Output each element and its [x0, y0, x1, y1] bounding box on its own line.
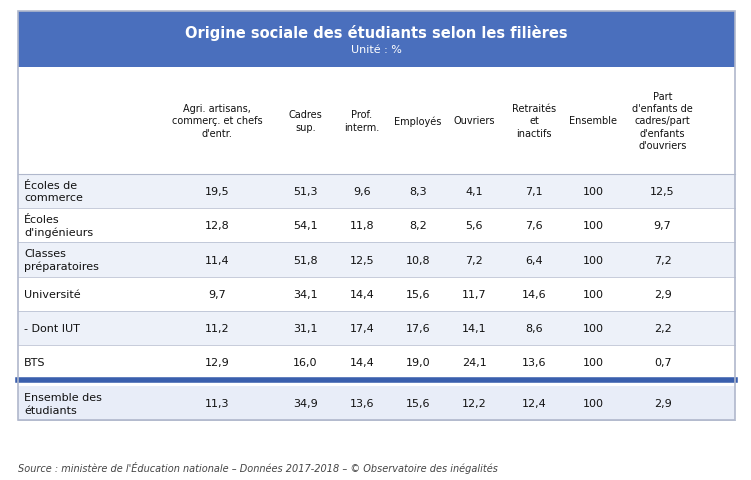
Text: Unité : %: Unité : %	[351, 45, 402, 55]
Text: Écoles de
commerce: Écoles de commerce	[24, 180, 83, 203]
Text: 100: 100	[583, 221, 604, 231]
Text: 12,4: 12,4	[522, 398, 547, 408]
Text: Origine sociale des étudiants selon les filières: Origine sociale des étudiants selon les …	[185, 25, 568, 41]
Text: 17,4: 17,4	[349, 323, 374, 333]
Text: 100: 100	[583, 323, 604, 333]
Text: 16,0: 16,0	[294, 358, 318, 367]
Text: 6,4: 6,4	[526, 255, 543, 265]
Text: 100: 100	[583, 398, 604, 408]
Text: 19,0: 19,0	[406, 358, 430, 367]
Text: 8,2: 8,2	[409, 221, 427, 231]
Text: 7,6: 7,6	[526, 221, 543, 231]
Text: Classes
préparatoires: Classes préparatoires	[24, 249, 99, 272]
Text: 7,2: 7,2	[466, 255, 483, 265]
Text: 14,4: 14,4	[349, 358, 374, 367]
FancyBboxPatch shape	[18, 277, 735, 311]
Text: 10,8: 10,8	[406, 255, 430, 265]
Text: 12,8: 12,8	[204, 221, 229, 231]
FancyBboxPatch shape	[18, 12, 735, 68]
Text: Source : ministère de l'Éducation nationale – Données 2017-2018 – © Observatoire: Source : ministère de l'Éducation nation…	[18, 461, 498, 473]
Text: 8,3: 8,3	[409, 187, 427, 197]
Text: Employés: Employés	[394, 116, 442, 127]
Text: 0,7: 0,7	[654, 358, 671, 367]
FancyBboxPatch shape	[18, 175, 735, 209]
Text: 15,6: 15,6	[406, 289, 430, 299]
Text: 9,6: 9,6	[353, 187, 370, 197]
Text: 9,7: 9,7	[208, 289, 226, 299]
Text: 11,2: 11,2	[205, 323, 229, 333]
Text: 31,1: 31,1	[294, 323, 318, 333]
Text: BTS: BTS	[24, 358, 46, 367]
Text: - Dont IUT: - Dont IUT	[24, 323, 80, 333]
Text: 100: 100	[583, 187, 604, 197]
Text: 12,9: 12,9	[204, 358, 229, 367]
Text: 15,6: 15,6	[406, 398, 430, 408]
Text: 100: 100	[583, 358, 604, 367]
Text: 19,5: 19,5	[205, 187, 229, 197]
FancyBboxPatch shape	[18, 386, 735, 420]
FancyBboxPatch shape	[18, 243, 735, 277]
Text: Part
d'enfants de
cadres/part
d'enfants
d'ouvriers: Part d'enfants de cadres/part d'enfants …	[632, 92, 693, 151]
Text: 24,1: 24,1	[462, 358, 487, 367]
Text: 7,2: 7,2	[653, 255, 671, 265]
Text: 14,4: 14,4	[349, 289, 374, 299]
FancyBboxPatch shape	[18, 311, 735, 345]
Text: 34,1: 34,1	[293, 289, 318, 299]
Text: 13,6: 13,6	[522, 358, 547, 367]
Text: 12,2: 12,2	[462, 398, 487, 408]
FancyBboxPatch shape	[18, 68, 735, 175]
Text: 54,1: 54,1	[293, 221, 318, 231]
Text: Prof.
interm.: Prof. interm.	[344, 110, 379, 132]
Text: Ouvriers: Ouvriers	[454, 116, 495, 126]
Text: 34,9: 34,9	[293, 398, 318, 408]
Text: 14,1: 14,1	[462, 323, 487, 333]
Text: Retraités
et
inactifs: Retraités et inactifs	[512, 104, 556, 139]
Text: 51,8: 51,8	[293, 255, 318, 265]
Text: 100: 100	[583, 289, 604, 299]
Text: 7,1: 7,1	[526, 187, 543, 197]
Text: 12,5: 12,5	[650, 187, 675, 197]
Text: Université: Université	[24, 289, 80, 299]
Text: Ensemble des
étudiants: Ensemble des étudiants	[24, 392, 102, 415]
Text: 8,6: 8,6	[526, 323, 543, 333]
Text: 9,7: 9,7	[653, 221, 671, 231]
Text: 5,6: 5,6	[466, 221, 483, 231]
Text: Cadres
sup.: Cadres sup.	[288, 110, 322, 132]
Text: 11,4: 11,4	[205, 255, 229, 265]
Text: 4,1: 4,1	[466, 187, 483, 197]
Text: 11,7: 11,7	[462, 289, 487, 299]
Text: Agri. artisans,
commerç. et chefs
d'entr.: Agri. artisans, commerç. et chefs d'entr…	[172, 104, 262, 139]
Text: Écoles
d'ingénieurs: Écoles d'ingénieurs	[24, 215, 93, 237]
Text: 2,9: 2,9	[653, 289, 671, 299]
Text: 11,3: 11,3	[205, 398, 229, 408]
Text: 11,8: 11,8	[349, 221, 374, 231]
Text: 13,6: 13,6	[349, 398, 374, 408]
Text: Ensemble: Ensemble	[569, 116, 617, 126]
FancyBboxPatch shape	[18, 209, 735, 243]
Text: 12,5: 12,5	[349, 255, 374, 265]
Text: 2,9: 2,9	[653, 398, 671, 408]
Text: 51,3: 51,3	[294, 187, 318, 197]
Text: 14,6: 14,6	[522, 289, 547, 299]
FancyBboxPatch shape	[18, 345, 735, 380]
Text: 17,6: 17,6	[406, 323, 430, 333]
Text: 100: 100	[583, 255, 604, 265]
Text: 2,2: 2,2	[653, 323, 671, 333]
